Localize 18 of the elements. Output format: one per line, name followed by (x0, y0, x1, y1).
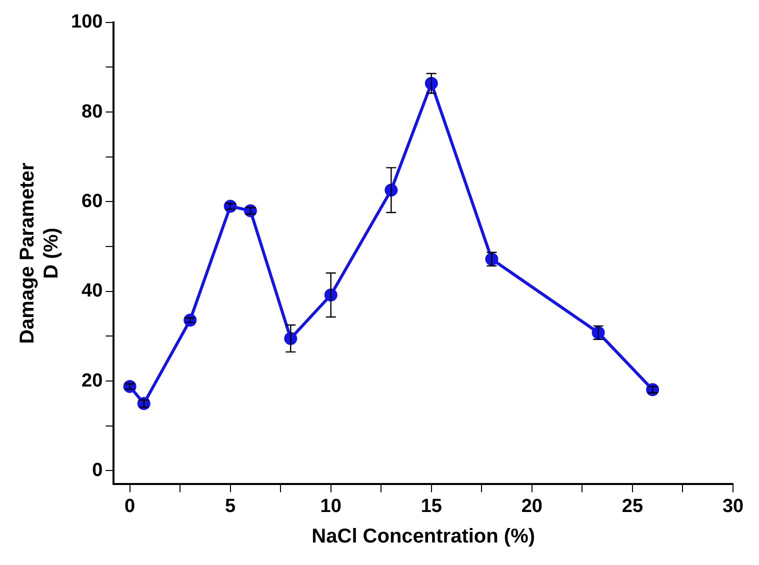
y-tick-label: 0 (92, 460, 103, 481)
y-tick-label: 60 (82, 190, 103, 212)
y-tick-label: 20 (82, 370, 103, 392)
y-tick-label: 100 (71, 12, 103, 33)
x-tick-label: 25 (622, 496, 644, 517)
x-tick-label: 30 (722, 496, 744, 517)
y-axis-title: Damage Parameter D (%) (16, 162, 63, 344)
point (244, 204, 257, 218)
y-tick-label: 40 (82, 280, 103, 302)
y-tick-label: 80 (82, 101, 103, 122)
point (646, 383, 660, 396)
x-axis-title: NaCl Concentration (%) (312, 526, 536, 548)
x-tick-label: 15 (420, 496, 442, 517)
point (137, 396, 150, 410)
x-tick-label: 5 (225, 496, 236, 517)
x-tick-label: 10 (320, 496, 342, 517)
x-tick-label: 20 (521, 496, 542, 517)
x-tick-label: 0 (124, 496, 136, 517)
